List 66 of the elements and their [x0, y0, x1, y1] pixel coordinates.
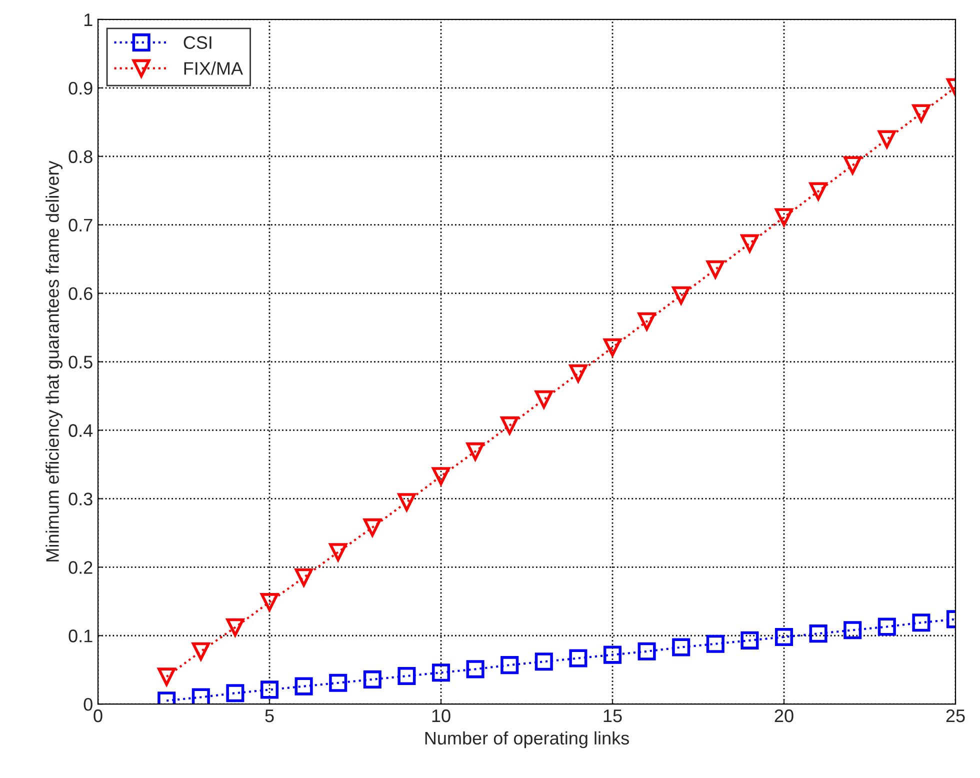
point: [672, 638, 690, 656]
y-tick-label: 1: [84, 14, 92, 26]
x-axis-title: Number of operating links: [425, 731, 629, 748]
x-tick-label: 20: [774, 709, 794, 722]
y-tick-label: 0.9: [68, 82, 92, 95]
point: [774, 628, 794, 646]
point: [432, 467, 450, 486]
point: [363, 518, 382, 536]
point: [534, 652, 553, 671]
y-tick-label: 0: [84, 698, 92, 711]
point: [500, 656, 519, 674]
point: [774, 208, 794, 226]
point: [603, 646, 622, 664]
y-tick-label: 0.7: [68, 218, 92, 232]
legend-label: CSI: [184, 36, 212, 49]
point: [226, 684, 244, 702]
point: [500, 416, 519, 434]
x-tick-label: 15: [604, 710, 622, 722]
point: [192, 642, 210, 660]
point: [706, 260, 724, 278]
x-tick-label: 25: [946, 709, 965, 722]
point: [672, 286, 690, 304]
y-tick-label: 0.5: [68, 356, 92, 368]
point: [638, 312, 656, 330]
x-tick-label: 0: [94, 709, 102, 722]
point: [158, 668, 176, 686]
y-tick-label: 0.8: [68, 150, 92, 164]
point: [809, 624, 828, 643]
point: [569, 364, 588, 382]
point: [912, 104, 930, 122]
point: [294, 568, 313, 586]
point: [398, 666, 416, 686]
point: [603, 338, 622, 356]
point: [878, 618, 896, 636]
point: [466, 442, 484, 460]
point: [363, 670, 382, 688]
point: [809, 182, 828, 200]
point: [432, 664, 450, 682]
point: [740, 234, 759, 252]
point: [638, 642, 656, 660]
y-tick-label: 0.3: [68, 492, 92, 506]
point: [740, 631, 759, 650]
point: [466, 660, 484, 678]
y-tick-label: 0.1: [68, 630, 92, 642]
legend-label: FIX/MA: [184, 62, 244, 75]
point: [329, 674, 348, 692]
point: [534, 390, 553, 408]
point: [294, 677, 313, 696]
point: [569, 649, 588, 668]
y-axis-title: Minimum efficiency that guarantees frame delivery: [46, 160, 62, 562]
point: [878, 130, 896, 148]
point: [226, 618, 244, 636]
y-tick-label: 0.2: [68, 561, 92, 574]
y-tick-label: 0.6: [68, 287, 92, 300]
point: [844, 156, 862, 174]
point: [192, 688, 210, 704]
point: [260, 593, 279, 612]
point: [912, 614, 930, 632]
x-tick-label: 10: [432, 709, 450, 722]
point: [329, 543, 348, 562]
point: [260, 680, 279, 699]
point: [844, 621, 862, 640]
point: [706, 634, 724, 653]
point: [398, 493, 416, 512]
y-tick-label: 0.4: [68, 424, 93, 437]
x-tick-label: 5: [265, 710, 274, 722]
